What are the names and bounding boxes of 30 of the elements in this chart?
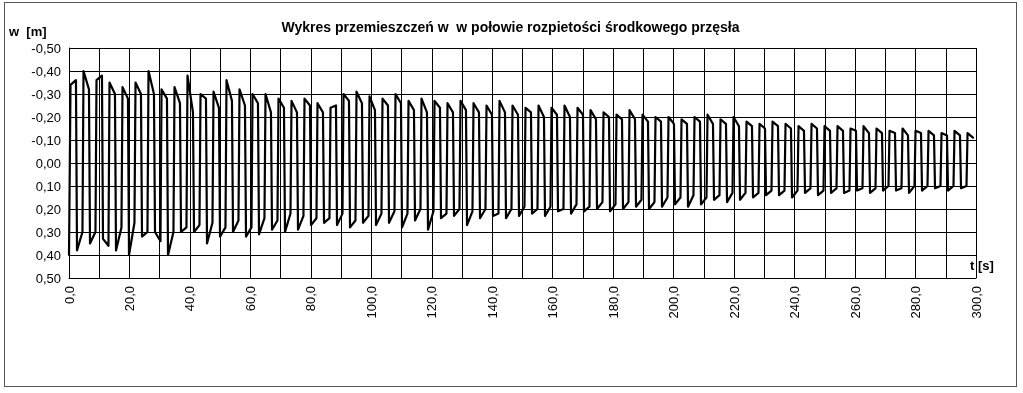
y-tick-label: -0,50 [31, 40, 61, 56]
x-tick-label: 20,0 [121, 286, 137, 312]
x-tick-label: 40,0 [182, 286, 198, 312]
x-tick-label: 180,0 [605, 286, 621, 319]
x-tick-label: 80,0 [303, 286, 319, 312]
x-tick-label: 140,0 [484, 286, 500, 319]
x-tick-label: 100,0 [363, 286, 379, 319]
x-tick-label: 0,0 [61, 286, 77, 305]
y-tick-label: -0,30 [31, 86, 61, 102]
x-tick-label: 120,0 [424, 286, 440, 319]
y-tick-label: 0,30 [35, 224, 61, 240]
x-axis-title: t [s] [970, 258, 994, 273]
y-axis-title: w [m] [8, 24, 47, 39]
y-tick-label: -0,20 [31, 109, 61, 125]
y-tick-label: -0,40 [31, 63, 61, 79]
y-tick-label: 0,10 [35, 178, 61, 194]
x-tick-label: 280,0 [908, 286, 924, 319]
x-tick-label: 240,0 [787, 286, 803, 319]
x-tick-label: 220,0 [726, 286, 742, 319]
x-tick-label: 160,0 [545, 286, 561, 319]
x-tick-label: 260,0 [847, 286, 863, 319]
x-tick-label: 60,0 [242, 286, 258, 312]
y-tick-label: 0,00 [35, 155, 61, 171]
y-tick-label: 0,40 [35, 247, 61, 263]
x-tick-label: 200,0 [666, 286, 682, 319]
y-tick-label: 0,50 [35, 270, 61, 286]
y-tick-label: -0,10 [31, 132, 61, 148]
y-tick-label: 0,20 [35, 201, 61, 217]
x-tick-label: 300,0 [968, 286, 984, 319]
chart-title: Wykres przemieszczeń w w połowie rozpietości środkowego przęsła [281, 19, 740, 35]
